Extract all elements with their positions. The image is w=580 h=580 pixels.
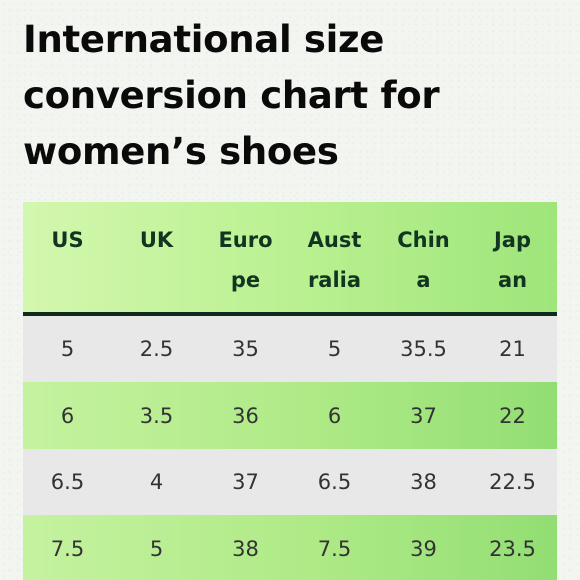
title-line: conversion chart for <box>23 74 440 117</box>
table-cell: 6 <box>327 403 342 428</box>
header-europe: Euro pe <box>201 202 290 300</box>
header-text: UK <box>139 228 174 252</box>
table-cell: 38 <box>410 470 437 494</box>
table-cell: 22.5 <box>489 470 536 494</box>
table-row: 6.5 4 37 6.5 38 22.5 <box>23 449 557 515</box>
header-text: pe <box>230 268 261 292</box>
title-line: International size <box>23 18 385 61</box>
header-us: US <box>23 202 112 260</box>
header-text: ralia <box>307 268 362 292</box>
table-cell: 23.5 <box>489 536 536 561</box>
table-cell: 7.5 <box>50 536 85 561</box>
table-cell: 36 <box>232 403 259 428</box>
header-text: Chin <box>397 228 450 252</box>
table-row: 7.5 5 38 7.5 39 23.5 <box>23 515 557 580</box>
table-cell: 2.5 <box>139 337 174 361</box>
table-cell: 7.5 <box>317 536 352 561</box>
header-china: Chin a <box>379 202 468 300</box>
table-row: 6 3.5 36 6 37 22 <box>23 382 557 449</box>
table-cell: 5 <box>327 337 342 361</box>
table-cell: 35.5 <box>400 337 447 361</box>
table-cell: 37 <box>410 403 437 428</box>
header-text: Aust <box>307 228 362 252</box>
header-japan: Jap an <box>468 202 557 300</box>
header-text: an <box>497 268 528 292</box>
header-australia: Aust ralia <box>290 202 379 300</box>
header-text: Jap <box>493 228 532 252</box>
table-row: 5 2.5 35 5 35.5 21 <box>23 316 557 382</box>
table-cell: 5 <box>149 536 164 561</box>
header-text: a <box>416 268 431 292</box>
table-cell: 39 <box>410 536 437 561</box>
header-divider <box>23 312 557 316</box>
table-header-row: US UK Euro pe Aust ralia Chin a Jap an <box>23 202 557 312</box>
table-cell: 22 <box>499 403 526 428</box>
title-line: women’s shoes <box>23 130 339 173</box>
table-cell: 35 <box>232 337 259 361</box>
table-cell: 6.5 <box>50 470 85 494</box>
table-cell: 4 <box>149 470 164 494</box>
table-cell: 6.5 <box>317 470 352 494</box>
table-cell: 6 <box>60 403 75 428</box>
header-text: Euro <box>218 228 273 252</box>
header-text: US <box>51 228 84 252</box>
table-cell: 5 <box>60 337 75 361</box>
table-cell: 21 <box>499 337 526 361</box>
header-uk: UK <box>112 202 201 260</box>
page-title: International size conversion chart for … <box>23 12 563 180</box>
table-cell: 38 <box>232 536 259 561</box>
table-cell: 37 <box>232 470 259 494</box>
table-cell: 3.5 <box>139 403 174 428</box>
size-conversion-table: US UK Euro pe Aust ralia Chin a Jap an 5… <box>23 202 557 580</box>
